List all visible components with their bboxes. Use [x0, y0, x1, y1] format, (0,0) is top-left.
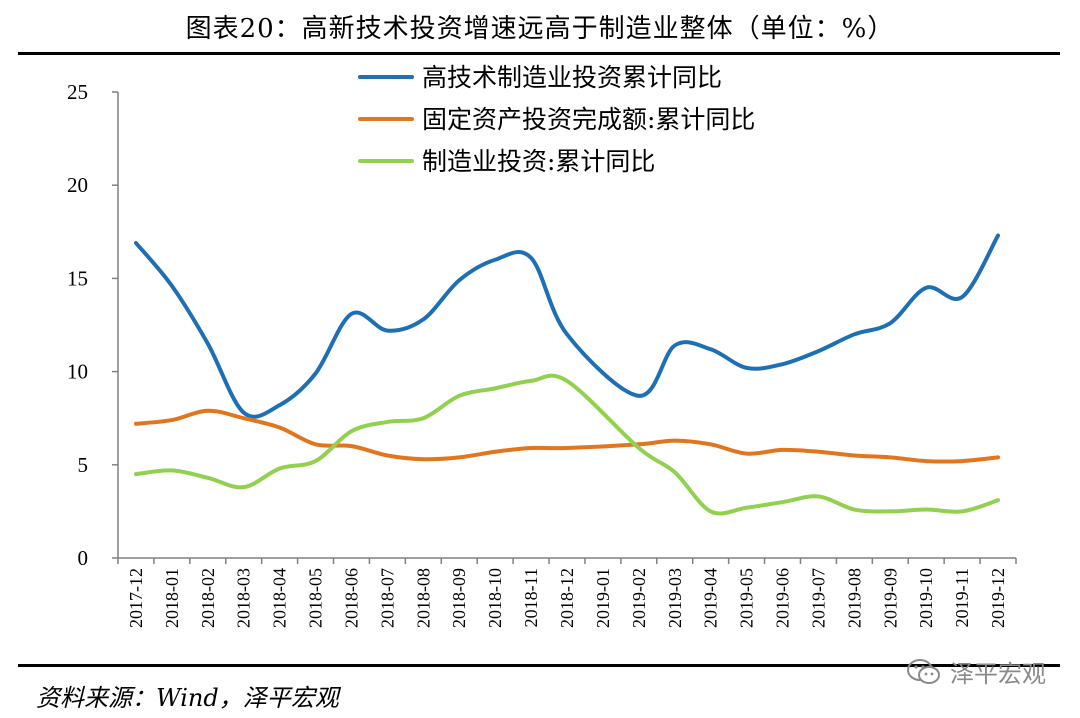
top-rule	[18, 52, 1060, 55]
x-tick-label: 2018-10	[485, 568, 505, 628]
chart-title: 图表20：高新技术投资增速远高于制造业整体（单位：%）	[185, 14, 895, 44]
y-tick-label: 25	[67, 80, 88, 104]
x-tick-label: 2018-06	[341, 568, 361, 628]
x-tick-label: 2018-11	[521, 568, 541, 627]
x-tick-label: 2018-09	[449, 568, 469, 628]
y-tick-label: 20	[67, 173, 88, 197]
bottom-rule	[18, 664, 1060, 667]
x-tick-label: 2018-03	[234, 568, 254, 628]
x-tick-label: 2018-05	[306, 568, 326, 628]
x-tick-label: 2017-12	[126, 568, 146, 628]
x-tick-label: 2018-04	[270, 568, 290, 628]
watermark-text: 泽平宏观	[950, 660, 1046, 688]
x-tick-label: 2018-08	[413, 568, 433, 628]
x-tick-label: 2019-12	[988, 568, 1008, 628]
watermark: 泽平宏观	[906, 654, 1046, 689]
x-tick-label: 2019-07	[808, 568, 828, 628]
legend-label: 固定资产投资完成额:累计同比	[422, 105, 755, 134]
x-tick-label: 2019-03	[665, 568, 685, 628]
y-tick-label: 5	[78, 453, 89, 477]
x-tick-label: 2019-06	[773, 568, 793, 628]
x-tick-label: 2018-12	[557, 568, 577, 628]
legend-label: 制造业投资:累计同比	[422, 147, 655, 176]
x-tick-label: 2019-08	[844, 568, 864, 628]
x-tick-label: 2019-05	[737, 568, 757, 628]
x-tick-label: 2019-09	[880, 568, 900, 628]
x-tick-label: 2018-02	[198, 568, 218, 628]
y-tick-label: 0	[78, 546, 89, 570]
y-tick-label: 15	[67, 266, 88, 290]
x-tick-label: 2018-07	[377, 568, 397, 628]
wechat-icon	[907, 658, 940, 684]
y-tick-label: 10	[67, 360, 88, 384]
series-line-2	[133, 408, 1001, 464]
series-line-1	[133, 233, 1001, 419]
legend-label: 高技术制造业投资累计同比	[422, 63, 722, 92]
x-tick-label: 2019-02	[629, 568, 649, 628]
x-tick-label: 2019-01	[593, 568, 613, 628]
x-tick-label: 2018-01	[162, 568, 182, 628]
x-tick-label: 2019-10	[916, 568, 936, 628]
source-note: 资料来源：Wind，泽平宏观	[36, 684, 339, 712]
x-tick-label: 2019-11	[952, 568, 972, 627]
x-tick-label: 2019-04	[701, 568, 721, 628]
series-line-3	[133, 373, 1001, 516]
